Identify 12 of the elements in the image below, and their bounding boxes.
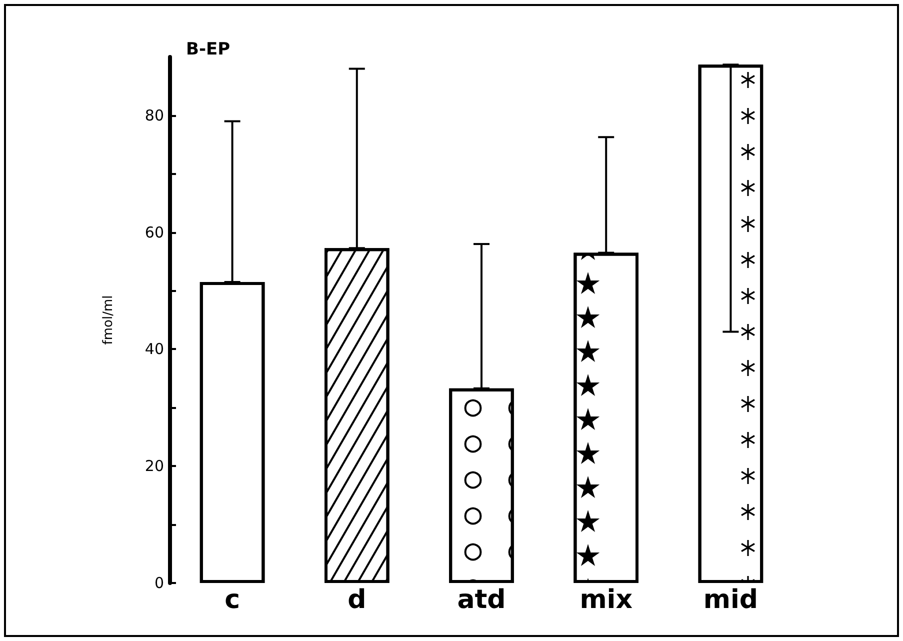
y-axis-title: fmol/ml [101,295,116,345]
chart-title: B-EP [186,40,230,60]
y-tick-label: 80 [144,106,164,124]
x-tick-label: mix [580,585,633,615]
x-tick-label: mid [703,585,758,615]
y-tick-label: 60 [144,223,164,242]
x-tick-label: c [224,585,240,615]
y-tick-label: 20 [144,457,164,476]
x-tick-label: atd [457,585,506,615]
y-tick-label: 40 [144,340,164,358]
x-tick-label: d [348,585,366,615]
y-tick-label: 0 [154,574,164,592]
